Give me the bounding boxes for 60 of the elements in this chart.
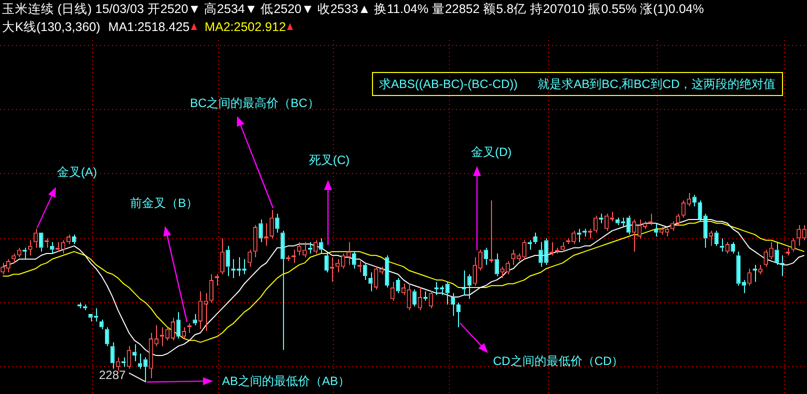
candlestick bbox=[50, 242, 54, 254]
text: 金叉(A) bbox=[57, 165, 97, 179]
candlestick bbox=[280, 230, 285, 350]
candlestick bbox=[484, 247, 488, 266]
candlestick bbox=[769, 242, 774, 260]
candlestick bbox=[275, 213, 280, 234]
candlestick bbox=[544, 238, 548, 266]
candlestick bbox=[270, 210, 274, 239]
candlestick bbox=[560, 242, 565, 252]
text: MA1:2518.425 bbox=[108, 20, 190, 34]
text: 求ABS((AB-BC)-(BC-CD)) 就是求AB到BC,和BC到CD，这两段的绝对值 bbox=[372, 72, 783, 96]
candlestick bbox=[506, 260, 510, 275]
candlestick bbox=[258, 218, 263, 243]
candlestick bbox=[226, 245, 230, 277]
candlestick bbox=[494, 252, 499, 277]
annotation: 2287 bbox=[99, 368, 126, 382]
candlestick bbox=[594, 215, 598, 234]
candlestick bbox=[538, 242, 543, 268]
candlestick bbox=[116, 356, 120, 372]
candlestick bbox=[319, 238, 324, 254]
text: 金叉(D) bbox=[471, 145, 512, 159]
candlestick bbox=[500, 266, 504, 279]
candlestick bbox=[522, 240, 526, 260]
candlestick bbox=[34, 228, 38, 248]
candlestick bbox=[533, 232, 538, 245]
text: 死叉(C) bbox=[309, 153, 350, 167]
annotation: AB之间的最低价（AB） bbox=[222, 374, 350, 388]
text: MA2:2502.912 bbox=[204, 20, 286, 34]
candlestick bbox=[324, 252, 329, 273]
candlestick bbox=[670, 220, 675, 232]
candlestick bbox=[516, 252, 521, 262]
candlestick bbox=[0, 262, 5, 275]
candlestick bbox=[192, 313, 198, 326]
candlestick bbox=[774, 242, 779, 266]
candlestick bbox=[791, 238, 796, 252]
candlestick bbox=[72, 234, 76, 245]
candlestick bbox=[6, 258, 10, 273]
candlestick bbox=[747, 268, 752, 286]
candlestick bbox=[220, 238, 224, 275]
chart-subtitle: 大K线(130,3,360) bbox=[2, 20, 100, 34]
candlestick bbox=[39, 232, 44, 252]
candlestick bbox=[253, 224, 258, 258]
candlestick bbox=[209, 274, 214, 304]
candlestick bbox=[467, 274, 472, 300]
candlestick bbox=[796, 224, 801, 246]
candlestick bbox=[708, 230, 714, 246]
candlestick bbox=[28, 240, 32, 256]
candlestick bbox=[730, 242, 736, 254]
candlestick bbox=[572, 230, 576, 245]
candlestick bbox=[758, 264, 762, 275]
chart-title: 玉米连续 (日线) 15/03/03 开2520▼ 高2534▼ 低2520▼ 收2533▲ 换11.04% 量22852 额5.8亿 持207010 振0.55% 涨(1)0.04% bbox=[2, 2, 704, 17]
candlestick bbox=[12, 252, 16, 264]
annotation: CD之间的最低价（CD） bbox=[493, 354, 624, 368]
annotation: 前金叉（B） bbox=[130, 196, 198, 210]
candlestick bbox=[314, 240, 318, 254]
candlestick bbox=[297, 242, 302, 256]
candlestick bbox=[802, 224, 806, 241]
candlestick bbox=[248, 249, 252, 268]
text: BC之间的最高价（BC） bbox=[190, 96, 320, 110]
candlestick bbox=[764, 249, 768, 268]
